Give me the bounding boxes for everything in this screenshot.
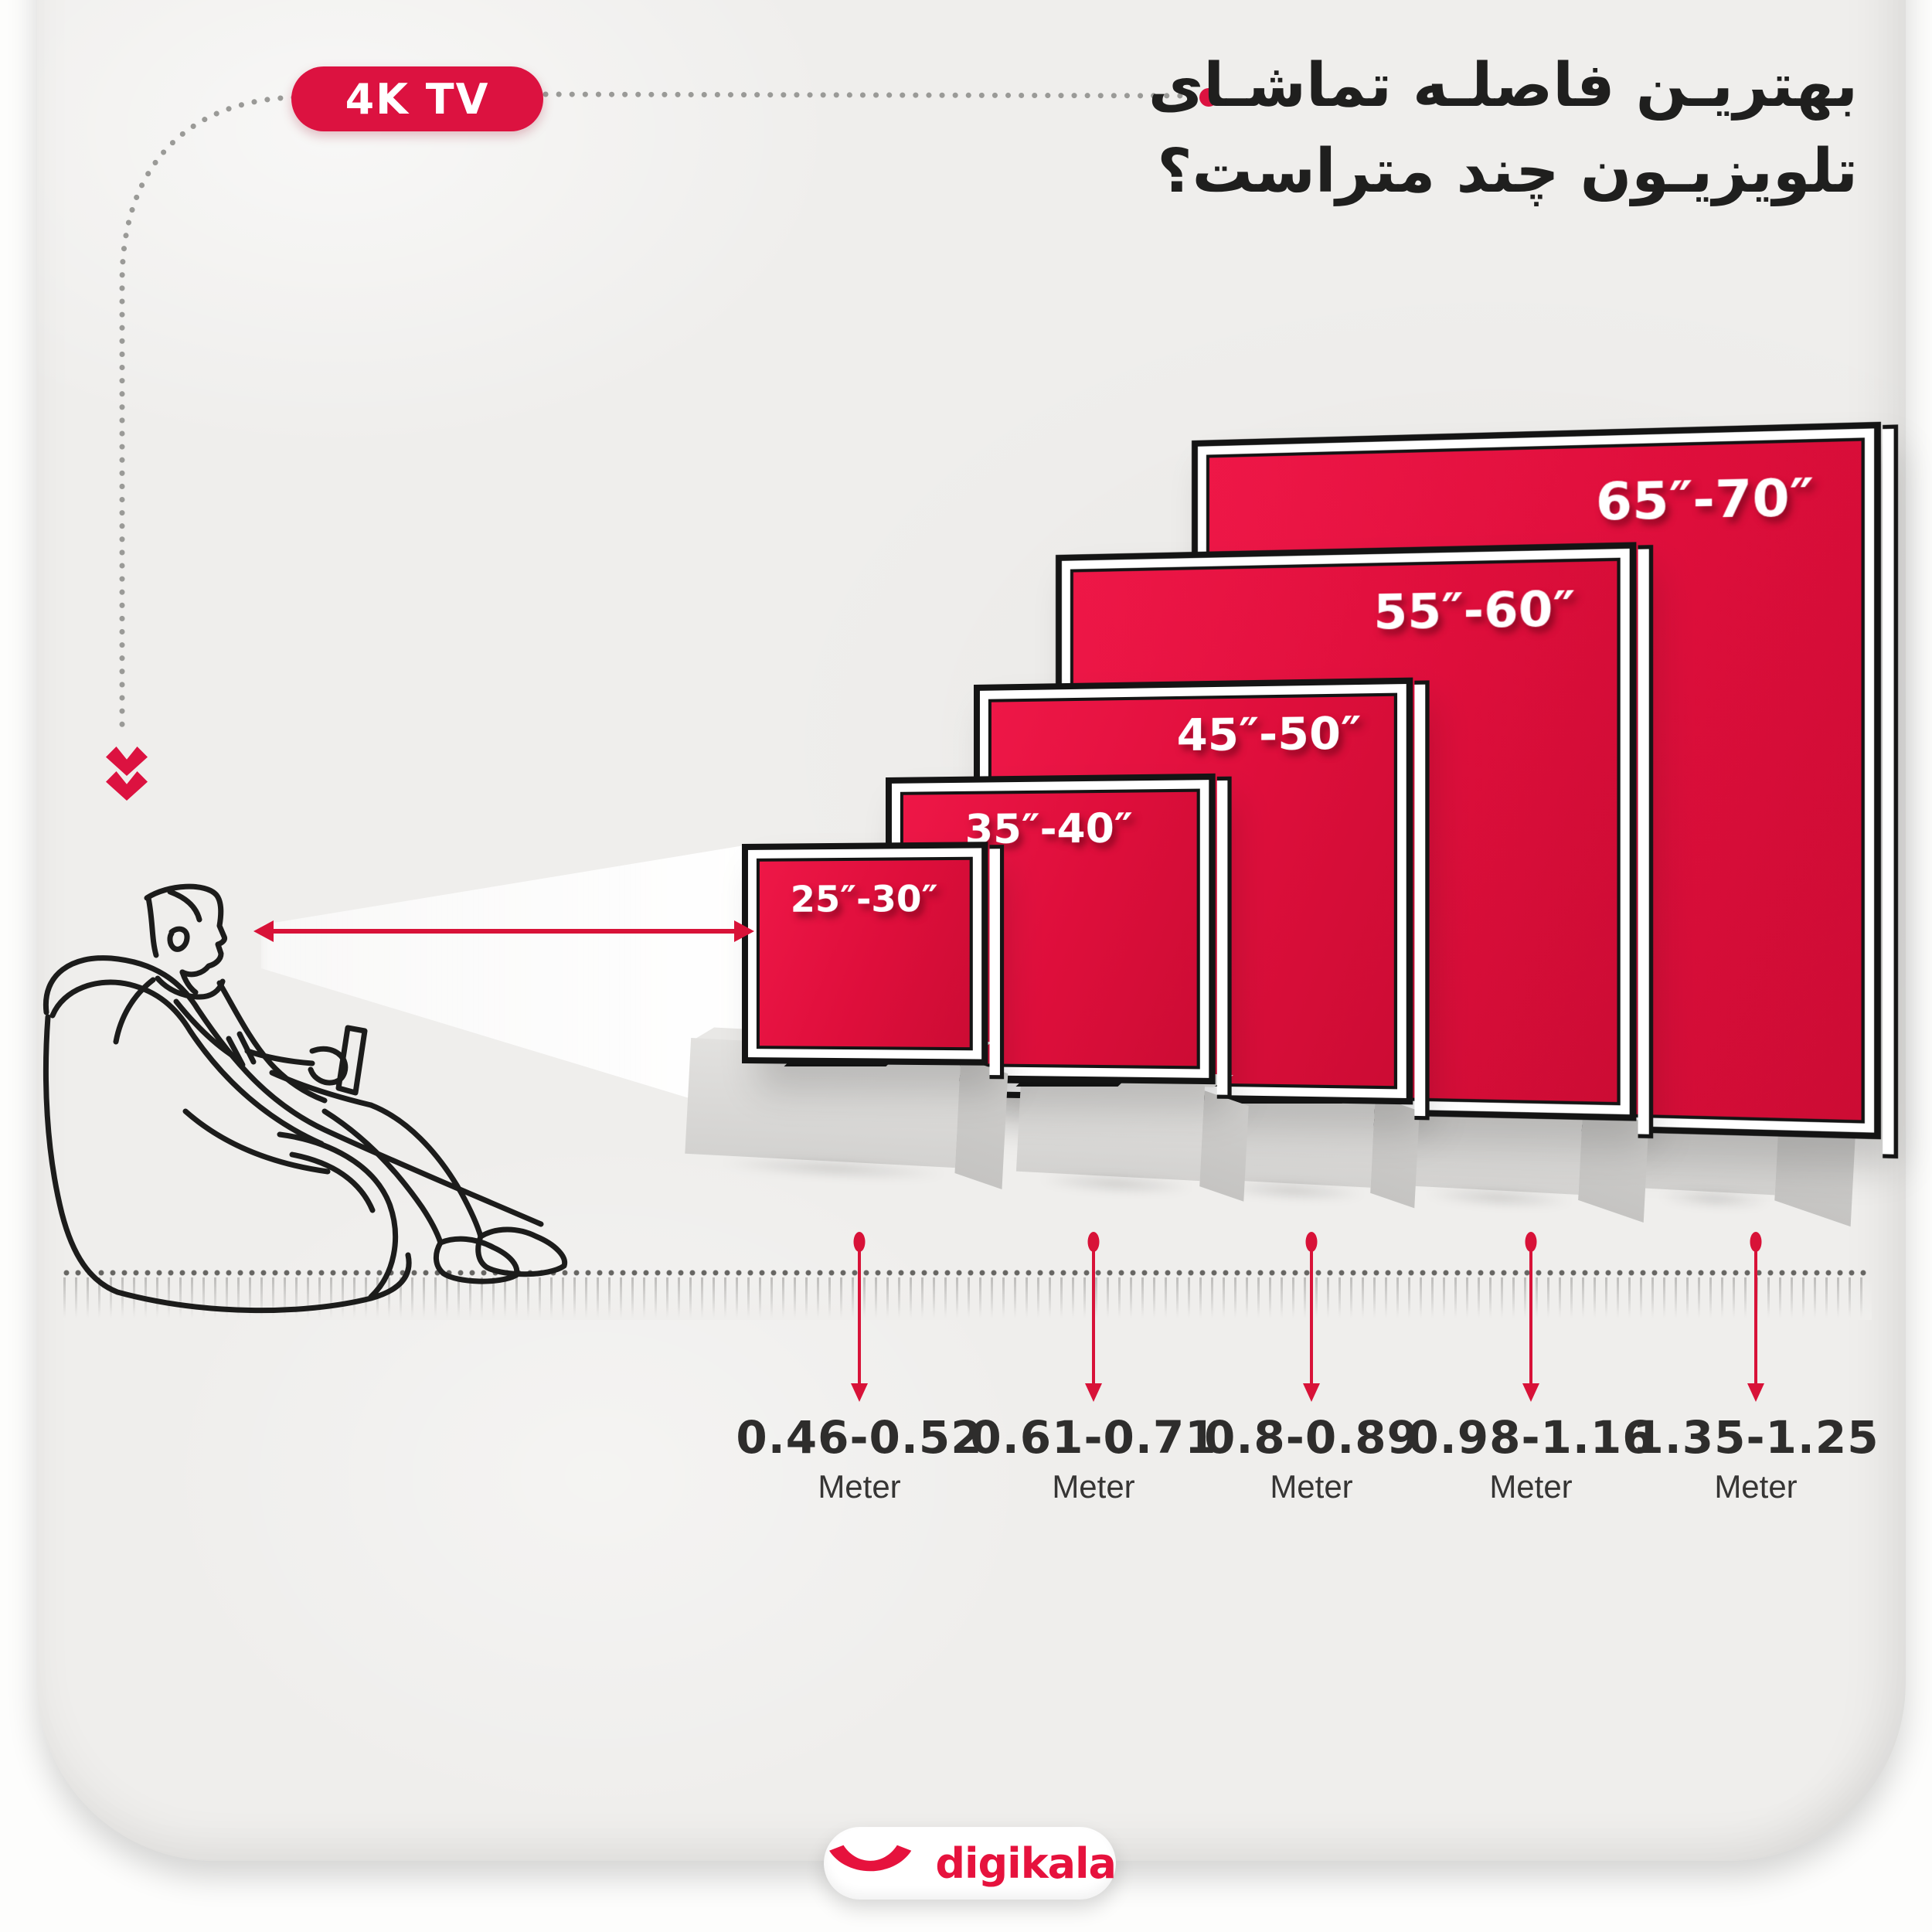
- tv-size-label: 55″-60″: [1373, 581, 1576, 641]
- title-line-2: تلویزیـون چند متراست؟: [1157, 136, 1858, 206]
- distance-label: 1.35-1.25 Meter: [1601, 1411, 1910, 1505]
- distance-value: 0.98-1.16: [1407, 1411, 1655, 1464]
- distance-label: 0.61-0.71 Meter: [939, 1411, 1248, 1505]
- tv-bezel: 25″-30″: [747, 848, 982, 1060]
- distance-unit: Meter: [818, 1468, 901, 1505]
- sleeve-cuff: [226, 1031, 257, 1068]
- ground-dots: [63, 1269, 1872, 1277]
- tv-size-label: 45″-50″: [1176, 707, 1362, 762]
- 4k-tv-badge: 4K TV: [291, 66, 543, 131]
- upper-arm: [173, 998, 238, 1060]
- armchair-back-inner: [49, 979, 325, 1147]
- tv-stand: [1015, 1065, 1249, 1202]
- distance-label: 0.8-0.89 Meter: [1157, 1411, 1466, 1505]
- hand: [308, 1046, 349, 1086]
- thigh: [269, 1070, 374, 1108]
- distance-unit: Meter: [1270, 1468, 1353, 1505]
- distance-unit: Meter: [1714, 1468, 1798, 1505]
- armchair-front-arm: [277, 1131, 399, 1300]
- distance-value: 1.35-1.25: [1632, 1411, 1879, 1464]
- torso-back: [113, 977, 156, 1045]
- distance-label: 0.98-1.16 Meter: [1376, 1411, 1685, 1505]
- title-line-1: بهتریـن فاصلـه تماشـای: [1148, 51, 1858, 121]
- tv-size-label: 25″-30″: [790, 877, 938, 920]
- distance-marker: [858, 1235, 861, 1386]
- ear: [167, 926, 190, 952]
- neck: [179, 969, 199, 995]
- distance-marker: [1754, 1235, 1757, 1386]
- distance-value: 0.46-0.52: [736, 1411, 983, 1464]
- distance-label: 0.46-0.52 Meter: [705, 1411, 1014, 1505]
- tv-screen: 25″-30″: [756, 856, 973, 1051]
- distance-unit: Meter: [1489, 1468, 1573, 1505]
- tv-25-30: 25″-30″: [742, 842, 988, 1066]
- hair-quiff: [167, 889, 202, 923]
- front-shoe: [475, 1226, 568, 1277]
- remote-control: [335, 1025, 368, 1096]
- torso-front: [216, 980, 328, 1104]
- badge-label: 4K TV: [345, 74, 490, 124]
- collar: [155, 975, 226, 1000]
- front-leg: [368, 1102, 484, 1240]
- head-outline: [144, 883, 227, 978]
- distance-marker: [1310, 1235, 1313, 1386]
- distance-value: 0.8-0.89: [1204, 1411, 1419, 1464]
- viewing-distance-arrow: [253, 920, 754, 942]
- back-leg: [321, 1108, 444, 1246]
- distance-marker: [1529, 1235, 1532, 1386]
- distance-value: 0.61-0.71: [970, 1411, 1217, 1464]
- brand-pill: digikala: [824, 1827, 1117, 1900]
- armchair-back-outer: [43, 955, 544, 1227]
- tv-size-label: 65″-70″: [1595, 468, 1814, 532]
- title-bullet-dot: [1199, 88, 1218, 107]
- page-title: بهتریـن فاصلـه تماشـای تلویزیـون چند متر…: [1148, 43, 1858, 215]
- back-shoe: [434, 1236, 520, 1284]
- hair-line: [145, 895, 159, 958]
- forearm: [244, 1048, 315, 1066]
- brand-wordmark: digikala: [935, 1838, 1117, 1888]
- distance-marker: [1092, 1235, 1095, 1386]
- digikala-smile-icon: [829, 1845, 912, 1872]
- armchair-seat-line: [182, 1108, 331, 1175]
- viewer-line-art: [43, 883, 568, 1314]
- armchair-front-arm-inner: [289, 1151, 376, 1213]
- distance-unit: Meter: [1052, 1468, 1135, 1505]
